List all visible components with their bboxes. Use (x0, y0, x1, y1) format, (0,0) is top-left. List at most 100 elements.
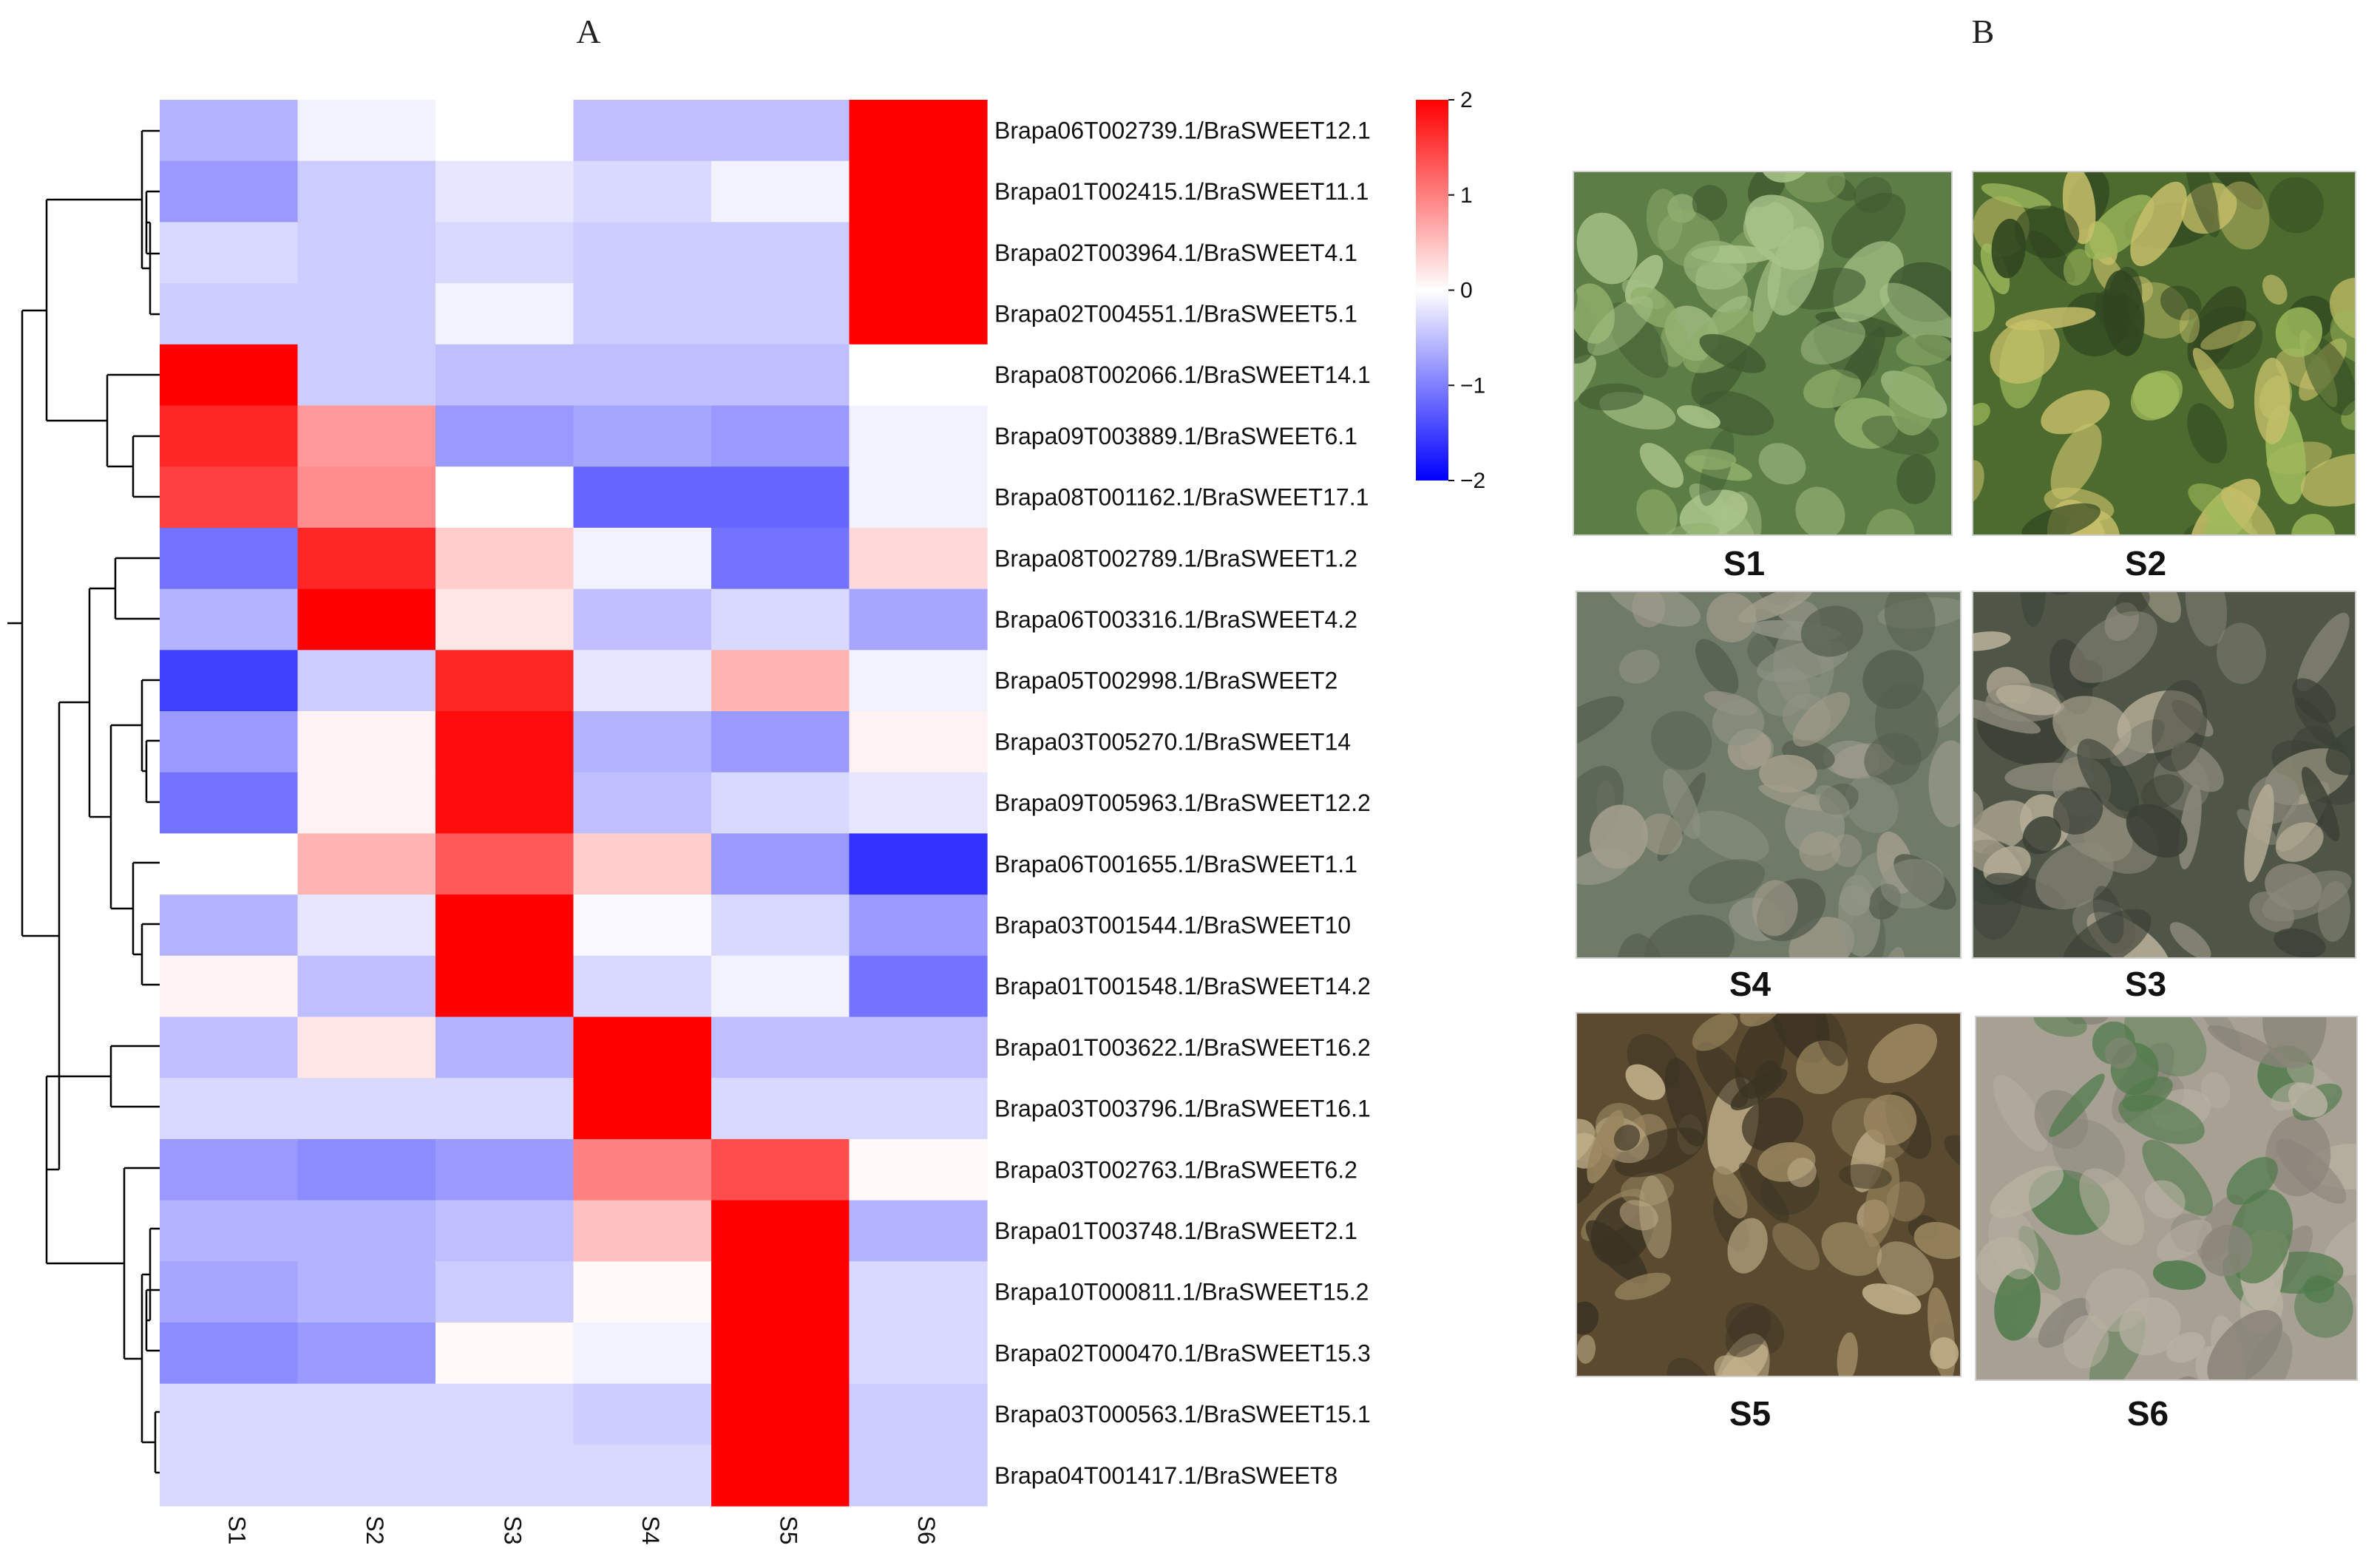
photo-texture (2275, 307, 2323, 358)
heatmap-cell (435, 344, 574, 407)
row-dendrogram (7, 129, 160, 1474)
heatmap-cell (297, 1016, 436, 1079)
photo-texture (2200, 320, 2257, 350)
photo-texture (2216, 622, 2266, 685)
photo-texture (2104, 1037, 2137, 1069)
photo-texture (1619, 1200, 1658, 1231)
heatmap-cell (160, 955, 299, 1018)
heatmap-cell (160, 1383, 299, 1445)
photo-texture (1651, 710, 1712, 770)
photo-texture (2152, 679, 2208, 772)
photo-texture (2207, 1310, 2283, 1380)
photo-texture (1994, 1269, 2041, 1341)
legend-tick-label: −2 (1460, 469, 1485, 493)
heatmap-cell (160, 283, 299, 345)
heatmap-cell (573, 1138, 712, 1201)
heatmap-cell (297, 100, 436, 162)
heatmap-cell (297, 1078, 436, 1140)
legend-tick-label: −1 (1460, 373, 1485, 398)
heatmap-cell (435, 772, 574, 834)
photo-texture (2187, 403, 2228, 464)
photo-panel: S1 S2 S4 S3 S5 S6 (1573, 171, 2358, 1433)
photo-label: S5 (1729, 1394, 1771, 1433)
heatmap-cell (435, 1138, 574, 1201)
photo-texture (1616, 934, 1669, 958)
heatmap-cell (711, 222, 850, 284)
photo-texture (1980, 243, 2010, 295)
heatmap-cell (849, 344, 988, 407)
photo-texture (2294, 1278, 2353, 1338)
photo-texture (1576, 1301, 1599, 1335)
photo-texture (1757, 668, 1811, 716)
heatmap-cell (849, 222, 988, 284)
photo-texture (1839, 1164, 1892, 1189)
photo-texture (1587, 1110, 1624, 1184)
heatmap-cell (711, 955, 850, 1018)
photo-texture (1579, 383, 1644, 411)
row-label: Brapa06T002739.1/BraSWEET12.1 (994, 117, 1371, 143)
photo-texture (1740, 1013, 1782, 1027)
photo-texture (1973, 460, 1984, 506)
column-label: S1 (223, 1515, 250, 1544)
heatmap-cell (160, 1138, 299, 1201)
photo-texture (1981, 183, 2052, 209)
photo-texture (1720, 491, 1762, 535)
legend-color-bar (1416, 100, 1448, 481)
photo-texture (1796, 1040, 1848, 1095)
heatmap-cell (573, 160, 712, 223)
photo-texture (1695, 639, 1739, 696)
heatmap-cell (711, 344, 850, 407)
photo-label: S1 (1723, 544, 1765, 583)
heatmap-cell (435, 160, 574, 223)
photo-texture (1618, 649, 1660, 684)
heatmap-cell (297, 1383, 436, 1445)
heatmap-cell (573, 772, 712, 834)
photo-label: S2 (2125, 544, 2166, 583)
photo-texture (1874, 682, 1939, 765)
heatmap-cell (160, 100, 299, 162)
photo-texture (1660, 319, 1688, 367)
photo-s2: S2 (1972, 171, 2356, 583)
heatmap-cell (297, 1138, 436, 1201)
photo-texture (2014, 205, 2080, 259)
heatmap-cell (573, 955, 712, 1018)
photo-texture (2142, 1139, 2213, 1216)
heatmap-cell (711, 894, 850, 957)
photo-texture (1620, 1172, 1675, 1206)
heatmap-cell (435, 1261, 574, 1323)
heatmap-cell (297, 344, 436, 407)
heatmap-cell (573, 222, 712, 284)
heatmap-cell (435, 833, 574, 895)
row-label: Brapa03T002763.1/BraSWEET6.2 (994, 1156, 1357, 1183)
heatmap-cell (711, 1445, 850, 1507)
photo-texture (1896, 454, 1936, 504)
heatmap-cell (849, 1200, 988, 1262)
photo-texture (1644, 914, 1735, 958)
heatmap-cell (160, 527, 299, 590)
heatmap-cell (297, 283, 436, 345)
heatmap-cell (573, 1383, 712, 1445)
row-label: Brapa03T003796.1/BraSWEET16.1 (994, 1096, 1371, 1122)
heatmap-cell (711, 1200, 850, 1262)
photo-texture (1973, 698, 2041, 734)
photo-texture (2244, 784, 2274, 883)
photo-texture (1573, 283, 1615, 344)
photo-texture (1879, 282, 1952, 351)
photo-texture (1988, 1207, 2039, 1280)
photo-label: S4 (1729, 965, 1772, 1003)
color-legend (1416, 100, 1448, 481)
column-label: S4 (637, 1515, 664, 1544)
photo-texture (2021, 503, 2101, 535)
heatmap-cell (711, 711, 850, 773)
photo-texture (2020, 591, 2046, 628)
column-label: S5 (775, 1515, 801, 1544)
row-label: Brapa02T003964.1/BraSWEET4.1 (994, 240, 1357, 266)
photo-texture (2262, 274, 2288, 305)
heatmap-cell (573, 1445, 712, 1507)
photo-texture (1745, 194, 1824, 271)
photo-texture (1630, 287, 1678, 328)
photo-texture (2095, 288, 2143, 339)
row-label: Brapa02T004551.1/BraSWEET5.1 (994, 301, 1357, 327)
photo-texture (1576, 212, 1638, 285)
heatmap-cell (160, 772, 299, 834)
